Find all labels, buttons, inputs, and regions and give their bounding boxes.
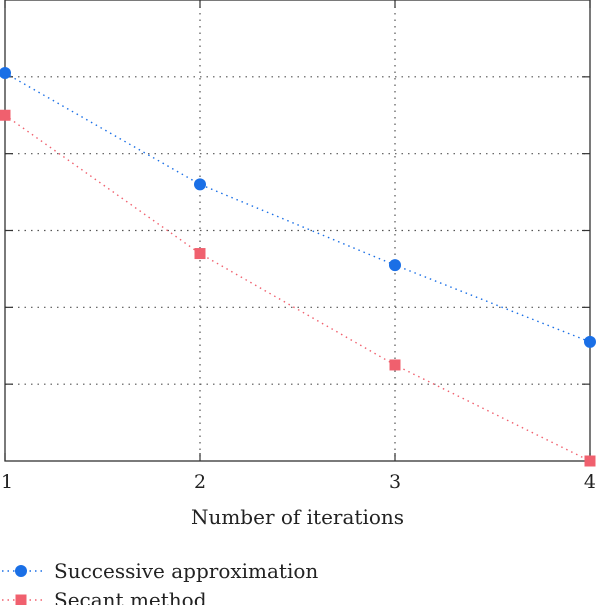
grid-lines [5, 0, 590, 461]
data-point-square [194, 248, 206, 260]
x-tick-labels: 1 2 3 4 [1, 471, 596, 493]
x-tick-label: 1 [1, 471, 13, 493]
data-point-circle [584, 335, 596, 348]
data-point-square [0, 109, 11, 121]
x-tick-label: 3 [389, 471, 401, 493]
legend: Successive approximation Secant method [2, 559, 318, 605]
series-line-2 [4, 114, 591, 462]
data-point-circle [389, 259, 401, 272]
data-point-circle [194, 178, 206, 191]
data-point-square [584, 455, 596, 467]
legend-marker-circle [15, 565, 27, 577]
series-layer [0, 66, 596, 467]
legend-marker-square [15, 594, 27, 605]
x-tick-label: 4 [584, 471, 596, 493]
series-line-1 [4, 72, 591, 343]
data-point-square [389, 359, 401, 371]
legend-label: Successive approximation [54, 559, 318, 583]
legend-label: Secant method [54, 588, 207, 605]
x-axis-label: Number of iterations [191, 505, 404, 529]
x-tick-label: 2 [194, 471, 206, 493]
data-point-circle [0, 66, 11, 79]
